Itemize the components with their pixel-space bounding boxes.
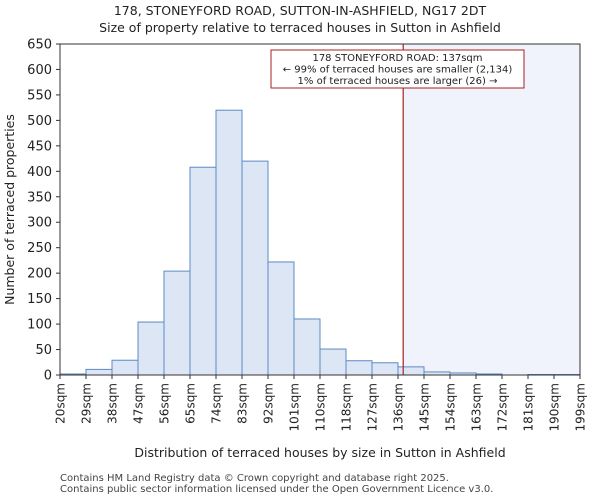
histogram-bar xyxy=(319,348,347,376)
y-tick-label: 150 xyxy=(27,292,52,307)
y-tick-label: 100 xyxy=(27,318,52,333)
x-tick-label: 47sqm xyxy=(132,383,146,424)
annotation-line-1: 178 STONEYFORD ROAD: 137sqm xyxy=(312,53,482,64)
y-axis-label: Number of terraced properties xyxy=(2,114,17,305)
x-tick-label: 65sqm xyxy=(184,383,198,424)
y-tick-label: 250 xyxy=(27,241,52,256)
x-tick-label: 136sqm xyxy=(392,383,406,431)
x-tick-label: 92sqm xyxy=(262,383,276,424)
annotation-line-3: 1% of terraced houses are larger (26) → xyxy=(298,76,498,87)
x-tick-label: 127sqm xyxy=(366,383,380,431)
y-tick-label: 650 xyxy=(27,38,52,53)
y-tick-label: 500 xyxy=(27,114,52,129)
annotation-box xyxy=(270,49,525,89)
histogram-bar xyxy=(371,362,399,376)
histogram-bar xyxy=(397,366,425,376)
chart-subtitle: Size of property relative to terraced ho… xyxy=(99,20,501,35)
histogram-bar xyxy=(215,109,243,376)
attribution-line-1: Contains HM Land Registry data © Crown c… xyxy=(60,473,449,484)
x-tick-label: 181sqm xyxy=(522,383,536,431)
x-tick-label: 118sqm xyxy=(340,383,354,431)
x-tick-label: 20sqm xyxy=(54,383,68,424)
annotation-line-2: ← 99% of terraced houses are smaller (2,… xyxy=(283,65,513,76)
y-tick-label: 550 xyxy=(27,88,52,103)
x-axis-label: Distribution of terraced houses by size … xyxy=(134,445,505,460)
y-tick-label: 0 xyxy=(44,369,52,384)
attribution-line-2: Contains public sector information licen… xyxy=(60,484,494,495)
histogram-bar xyxy=(137,321,165,376)
x-tick-label: 29sqm xyxy=(80,383,94,424)
x-tick-label: 190sqm xyxy=(548,383,562,431)
x-tick-label: 74sqm xyxy=(210,383,224,424)
y-tick-label: 300 xyxy=(27,216,52,231)
y-tick-label: 400 xyxy=(27,165,52,180)
histogram-bar xyxy=(241,160,269,376)
histogram-bar xyxy=(189,166,217,376)
highlight-region xyxy=(403,44,580,375)
x-tick-label: 38sqm xyxy=(106,383,120,424)
x-tick-label: 101sqm xyxy=(288,383,302,431)
x-tick-label: 83sqm xyxy=(236,383,250,424)
histogram-bar xyxy=(293,318,321,376)
x-tick-label: 199sqm xyxy=(574,383,588,431)
histogram-bar xyxy=(267,261,295,376)
chart-title: 178, STONEYFORD ROAD, SUTTON-IN-ASHFIELD… xyxy=(113,3,487,18)
y-tick-label: 600 xyxy=(27,63,52,78)
x-tick-label: 110sqm xyxy=(314,383,328,431)
histogram-bar xyxy=(111,359,139,376)
y-tick-label: 200 xyxy=(27,267,52,282)
histogram-bar xyxy=(345,360,373,376)
y-tick-label: 350 xyxy=(27,190,52,205)
histogram-bar xyxy=(85,368,113,376)
x-tick-label: 163sqm xyxy=(470,383,484,431)
y-tick-label: 450 xyxy=(27,139,52,154)
histogram-bar xyxy=(163,270,191,376)
x-tick-label: 172sqm xyxy=(496,383,510,431)
y-tick-label: 50 xyxy=(35,343,52,358)
x-tick-label: 145sqm xyxy=(418,383,432,431)
x-tick-label: 56sqm xyxy=(158,383,172,424)
x-tick-label: 154sqm xyxy=(444,383,458,431)
